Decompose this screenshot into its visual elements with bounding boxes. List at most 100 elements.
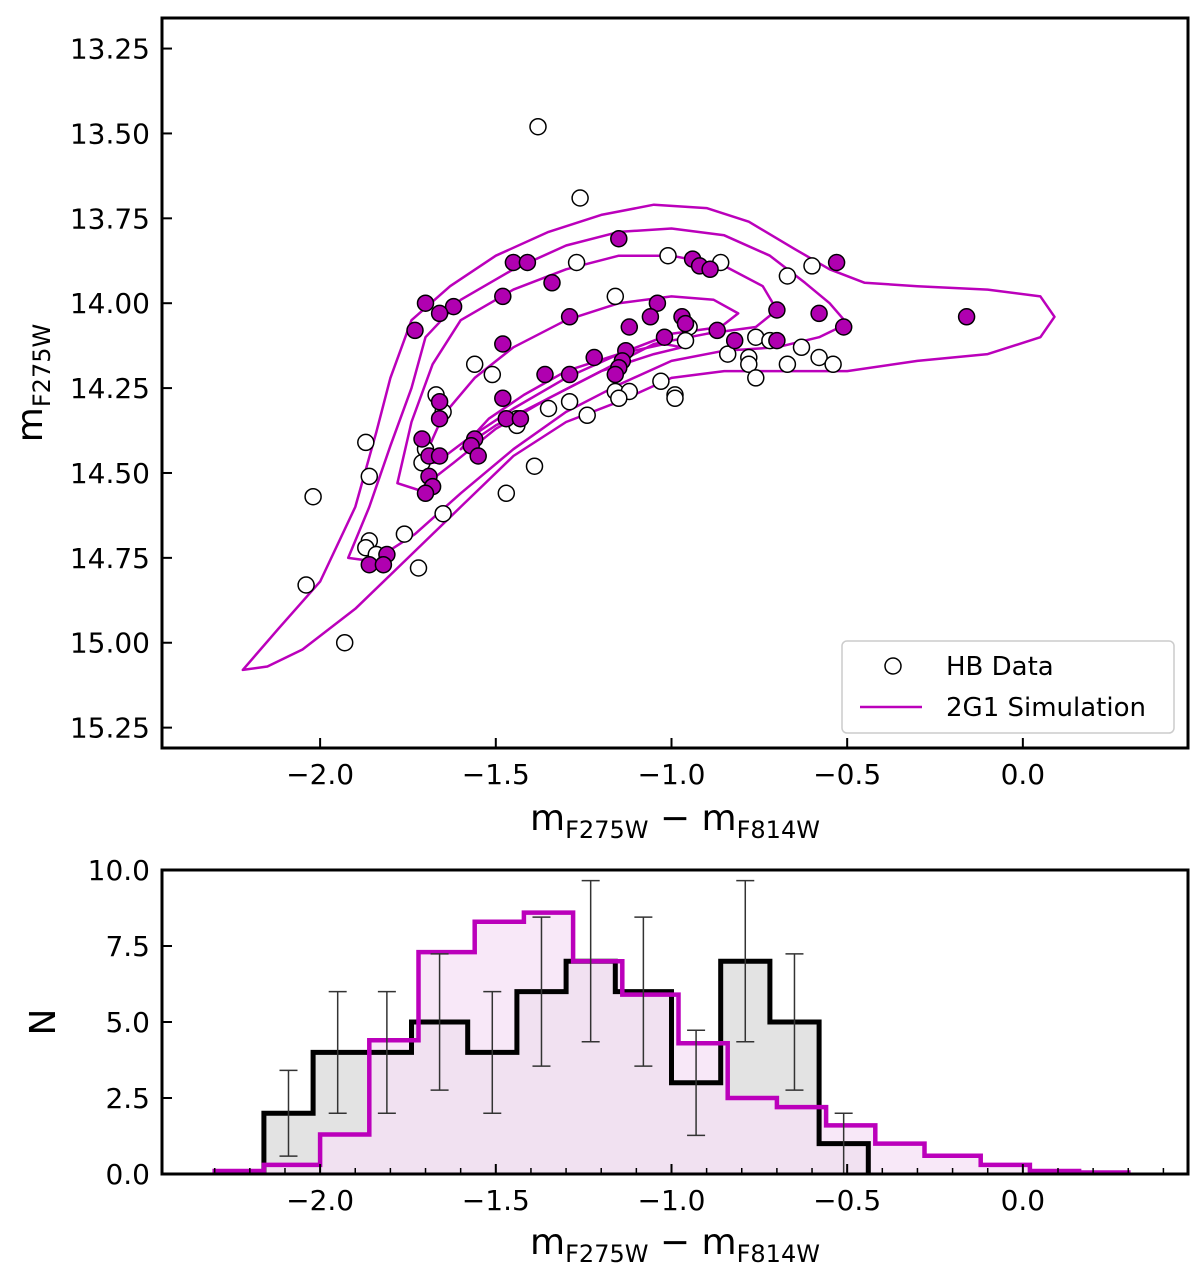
bottom-axis-ticks: −2.0 −1.5 −1.0 −0.5 0.0 0.0 2.5 5.0 7.5 10.0 <box>88 854 1165 1217</box>
simulation-contour-level-2 <box>346 227 849 563</box>
hb-data-point-open <box>560 392 579 411</box>
hb-data-point-filled <box>606 365 625 384</box>
hb-data-point-filled <box>708 321 726 340</box>
legend: HB Data 2G1 Simulation <box>841 640 1175 734</box>
hist-x-axis-label: mF275W − mF814W <box>530 1222 820 1264</box>
hb-data-point-open <box>434 504 452 523</box>
y-tick-label: 14.00 <box>70 287 150 320</box>
hb-data-point-filled <box>810 304 828 323</box>
x-tick-label: −1.5 <box>462 1184 530 1217</box>
hb-data-point-open <box>409 559 428 577</box>
histogram-panel: −2.0 −1.5 −1.0 −0.5 0.0 0.0 2.5 5.0 7.5 10.0 mF27… <box>23 854 1190 1264</box>
simulation-histogram-outline <box>212 910 1131 1174</box>
hb-data-point-open <box>666 389 684 408</box>
hb-data-point-open <box>778 267 797 285</box>
y-tick-label: 14.25 <box>70 372 150 405</box>
hb-data-point-open <box>483 365 502 384</box>
hb-data-point-filled <box>430 447 449 465</box>
hb-data-point-filled <box>620 318 639 336</box>
legend-label-hb-data: HB Data <box>946 652 1054 682</box>
hb-data-point-open <box>652 372 670 391</box>
hb-data-point-filled <box>413 430 431 448</box>
hb-data-point-filled <box>416 294 435 312</box>
hb-data-point-open <box>778 355 797 374</box>
hb-data-point-filled <box>648 294 667 312</box>
x-tick-label: −1.0 <box>637 758 705 791</box>
hb-data-point-filled <box>655 328 674 346</box>
hb-data-point-open <box>525 457 544 475</box>
y-tick-label: 13.75 <box>70 202 150 235</box>
hb-data-point-open <box>718 345 737 363</box>
hb-data-point-filled <box>494 335 512 353</box>
hb-data-point-filled <box>768 301 786 319</box>
hb-data-point-open <box>357 433 375 452</box>
simulation-contour-level-5 <box>459 342 684 451</box>
plot-frame <box>160 16 1190 750</box>
x-tick-label: −0.5 <box>813 1184 881 1217</box>
hb-data-point-filled <box>827 253 846 272</box>
hb-data-point-filled <box>957 308 976 326</box>
y-tick-label: 5.0 <box>105 1006 150 1039</box>
hb-data-point-filled <box>610 229 628 248</box>
hb-data-point-open <box>803 257 821 275</box>
hist-x-axis-label-m2: m <box>702 1222 737 1263</box>
hb-data-point-filled <box>494 389 512 408</box>
hb-data-point-open <box>335 633 354 652</box>
top-axis-ticks: −2.0 −1.5 −1.0 −0.5 0.0 13.25 13.50 13.75 14.00 1… <box>70 33 1045 791</box>
hb-data-point-open <box>304 487 322 506</box>
simulation-contour-level-1 <box>241 203 1056 672</box>
hb-data-point-filled <box>406 321 424 340</box>
hb-data-point-open <box>571 189 589 207</box>
hb-data-point-filled <box>469 447 487 465</box>
hb-data-point-filled <box>560 365 579 384</box>
y-axis-label: mF275W <box>10 324 56 442</box>
hb-data-point-open <box>529 117 547 136</box>
hb-data-point-filled <box>430 392 449 411</box>
x-axis-label-m2: m <box>702 798 737 839</box>
hb-data-point-filled <box>430 304 449 323</box>
hist-y-axis-label: N <box>23 1009 64 1036</box>
hb-data-point-filled <box>518 253 537 272</box>
hb-data-point-filled <box>444 297 463 316</box>
hb-histogram-outline <box>261 958 871 1174</box>
hb-data-point-open <box>539 399 558 418</box>
hb-data-point-open <box>395 525 414 543</box>
hb-data-point-filled <box>511 409 530 428</box>
hb-data-point-open <box>610 389 628 408</box>
x-tick-label: −2.0 <box>286 758 354 791</box>
x-tick-label: −2.0 <box>286 1184 354 1217</box>
hb-data-point-filled <box>374 555 393 574</box>
legend-open-circle-marker <box>884 657 902 675</box>
hb-data-point-open <box>606 287 625 306</box>
hb-data-point-open <box>810 348 828 367</box>
y-tick-label: 0.0 <box>105 1158 150 1191</box>
hb-data-point-open <box>578 406 596 425</box>
hb-data-point-open <box>676 331 695 350</box>
hb-data-point-filled <box>416 484 435 503</box>
hb-data-point-filled <box>560 308 579 326</box>
hb-data-point-open <box>465 355 484 374</box>
hb-data-point-open <box>740 355 758 374</box>
hb-data-point-filled <box>494 287 512 306</box>
hb-data-point-filled <box>834 318 853 336</box>
y-tick-label: 10.0 <box>88 854 150 887</box>
legend-label-simulation: 2G1 Simulation <box>946 693 1146 723</box>
hb-data-points <box>297 117 976 652</box>
hb-data-point-filled <box>768 331 786 350</box>
y-tick-label: 13.25 <box>70 33 150 66</box>
x-tick-label: −0.5 <box>813 758 881 791</box>
cmd-scatter-panel: −2.0 −1.5 −1.0 −0.5 0.0 13.25 13.50 13.75 14.00 1… <box>10 16 1190 844</box>
hb-data-point-open <box>747 328 765 346</box>
hb-data-point-filled <box>536 365 554 384</box>
hb-data-point-open <box>567 253 586 272</box>
histograms <box>212 879 1131 1174</box>
legend-box <box>841 640 1175 734</box>
y-tick-label: 15.25 <box>70 712 150 745</box>
hb-data-point-filled <box>543 274 561 292</box>
simulation-contours <box>241 203 1056 672</box>
hb-data-point-open <box>497 484 516 503</box>
y-tick-label: 14.75 <box>70 542 150 575</box>
hb-data-point-filled <box>641 308 660 326</box>
y-tick-label: 15.00 <box>70 627 150 660</box>
